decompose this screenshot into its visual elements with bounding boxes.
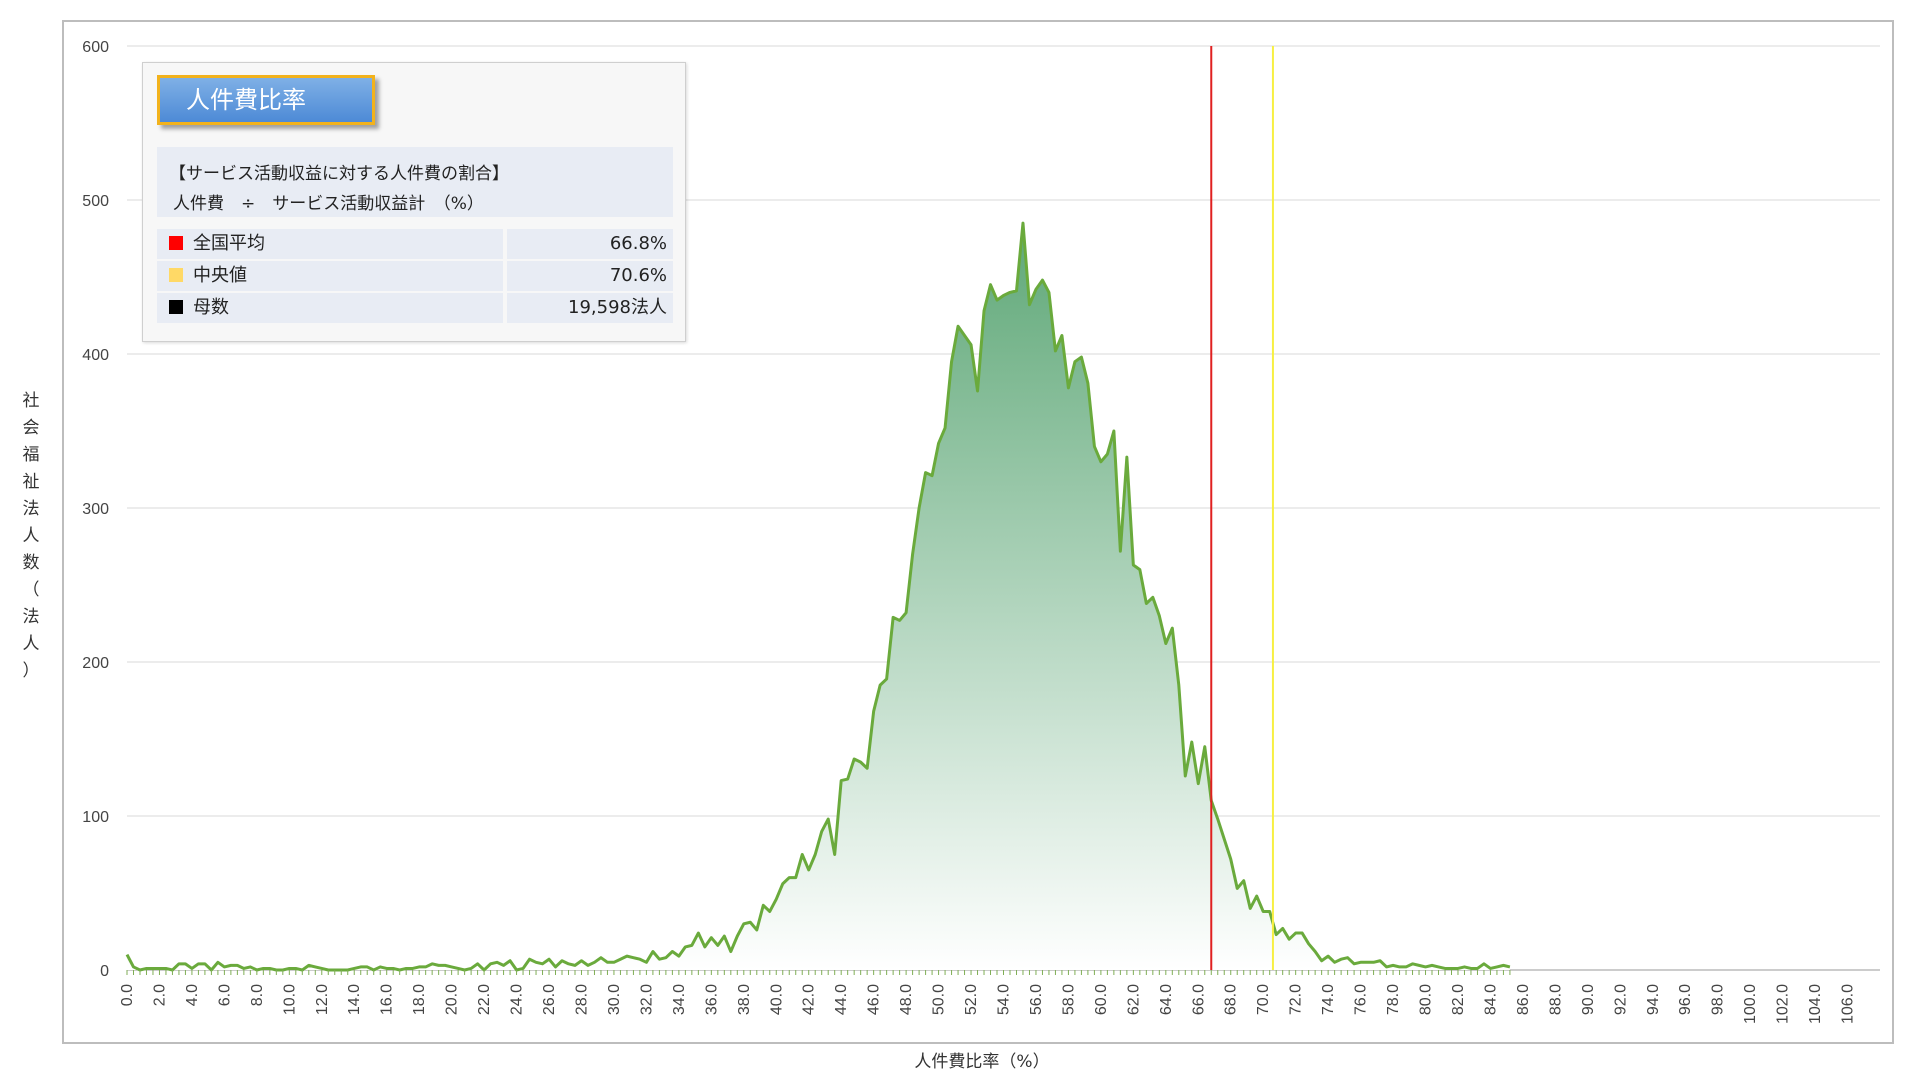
y-tick-label: 300 (82, 501, 109, 518)
info-box-title: 人件費比率 (157, 75, 375, 125)
stat-value: 70.6% (609, 265, 667, 286)
x-tick-label: 104.0 (1807, 984, 1824, 1024)
black-square-icon (169, 300, 183, 314)
x-tick-label: 60.0 (1093, 984, 1110, 1015)
x-tick-label: 38.0 (736, 984, 753, 1015)
x-tick-label: 0.0 (119, 984, 136, 1006)
x-tick-label: 20.0 (444, 984, 461, 1015)
x-tick-label: 86.0 (1515, 984, 1532, 1015)
y-axis-title: 社 会 福 祉 法 人 数 （ 法 人 ） (22, 391, 40, 681)
info-box: 人件費比率 【サービス活動収益に対する人件費の割合】 人件費 ÷ サービス活動収… (142, 62, 686, 342)
series-line (125, 221, 1511, 972)
y-tick-label: 200 (82, 655, 109, 672)
x-tick-label: 42.0 (801, 984, 818, 1015)
x-tick-label: 8.0 (249, 984, 266, 1006)
y-tick-label: 100 (82, 809, 109, 826)
y-tick-label: 400 (82, 347, 109, 364)
red-square-icon (169, 236, 183, 250)
x-tick-label: 18.0 (411, 984, 428, 1015)
yellow-square-icon (169, 268, 183, 282)
x-tick-label: 12.0 (314, 984, 331, 1015)
x-tick-label: 92.0 (1612, 984, 1629, 1015)
x-tick-label: 40.0 (768, 984, 785, 1015)
x-tick-label: 56.0 (1028, 984, 1045, 1015)
x-tick-label: 48.0 (898, 984, 915, 1015)
x-tick-label: 58.0 (1060, 984, 1077, 1015)
x-tick-label: 28.0 (574, 984, 591, 1015)
x-tick-label: 66.0 (1190, 984, 1207, 1015)
x-tick-labels: 0.0 2.0 4.0 6.0 8.0 10.0 12.0 14.0 16.0 18.0 20.0 2… (119, 970, 1857, 1024)
area-fill (127, 223, 1510, 971)
y-tick-labels: 0 100 200 300 400 500 600 (82, 39, 109, 980)
area-series (125, 221, 1511, 972)
x-tick-label: 72.0 (1288, 984, 1305, 1015)
x-axis-title: 人件費比率（%） (914, 1052, 1049, 1072)
formula-panel: 【サービス活動収益に対する人件費の割合】 人件費 ÷ サービス活動収益計 （%） (157, 147, 673, 217)
x-tick-label: 32.0 (638, 984, 655, 1015)
x-tick-label: 78.0 (1385, 984, 1402, 1015)
x-tick-label: 96.0 (1677, 984, 1694, 1015)
x-tick-label: 76.0 (1353, 984, 1370, 1015)
x-tick-label: 82.0 (1450, 984, 1467, 1015)
x-tick-label: 54.0 (996, 984, 1013, 1015)
x-tick-label: 102.0 (1775, 984, 1792, 1024)
stat-label: 母数 (193, 297, 229, 318)
formula-expression: 人件費 ÷ サービス活動収益計 （%） (173, 194, 484, 214)
x-tick-label: 16.0 (379, 984, 396, 1015)
stat-label: 全国平均 (193, 233, 265, 254)
y-tick-label: 500 (82, 193, 109, 210)
y-tick-label: 0 (100, 963, 109, 980)
x-tick-label: 90.0 (1580, 984, 1597, 1015)
x-tick-label: 74.0 (1320, 984, 1337, 1015)
x-tick-label: 22.0 (476, 984, 493, 1015)
y-tick-label: 600 (82, 39, 109, 56)
stat-row-count: 母数 19,598法人 (157, 293, 673, 323)
x-tick-label: 30.0 (606, 984, 623, 1015)
x-tick-label: 52.0 (963, 984, 980, 1015)
x-tick-label: 34.0 (671, 984, 688, 1015)
stat-value: 19,598法人 (568, 297, 667, 318)
x-tick-label: 26.0 (541, 984, 558, 1015)
x-tick-label: 68.0 (1223, 984, 1240, 1015)
stat-label: 中央値 (193, 265, 247, 286)
x-tick-label: 50.0 (931, 984, 948, 1015)
x-tick-label: 2.0 (152, 984, 169, 1006)
x-tick-label: 98.0 (1710, 984, 1727, 1015)
x-tick-label: 84.0 (1482, 984, 1499, 1015)
x-tick-label: 70.0 (1255, 984, 1272, 1015)
stat-row-median: 中央値 70.6% (157, 261, 673, 291)
x-tick-label: 10.0 (281, 984, 298, 1015)
x-tick-label: 64.0 (1158, 984, 1175, 1015)
x-tick-label: 62.0 (1125, 984, 1142, 1015)
x-tick-label: 106.0 (1840, 984, 1857, 1024)
x-tick-label: 80.0 (1418, 984, 1435, 1015)
x-tick-label: 88.0 (1547, 984, 1564, 1015)
x-tick-label: 36.0 (703, 984, 720, 1015)
stat-value: 66.8% (609, 233, 667, 254)
x-tick-label: 94.0 (1645, 984, 1662, 1015)
x-tick-label: 14.0 (346, 984, 363, 1015)
x-tick-label: 100.0 (1742, 984, 1759, 1024)
x-tick-label: 44.0 (833, 984, 850, 1015)
x-tick-label: 4.0 (184, 984, 201, 1006)
stat-row-average: 全国平均 66.8% (157, 229, 673, 259)
x-tick-label: 24.0 (509, 984, 526, 1015)
reference-lines (1210, 46, 1274, 970)
formula-heading: 【サービス活動収益に対する人件費の割合】 (169, 164, 509, 184)
x-tick-label: 6.0 (216, 984, 233, 1006)
x-tick-label: 46.0 (866, 984, 883, 1015)
